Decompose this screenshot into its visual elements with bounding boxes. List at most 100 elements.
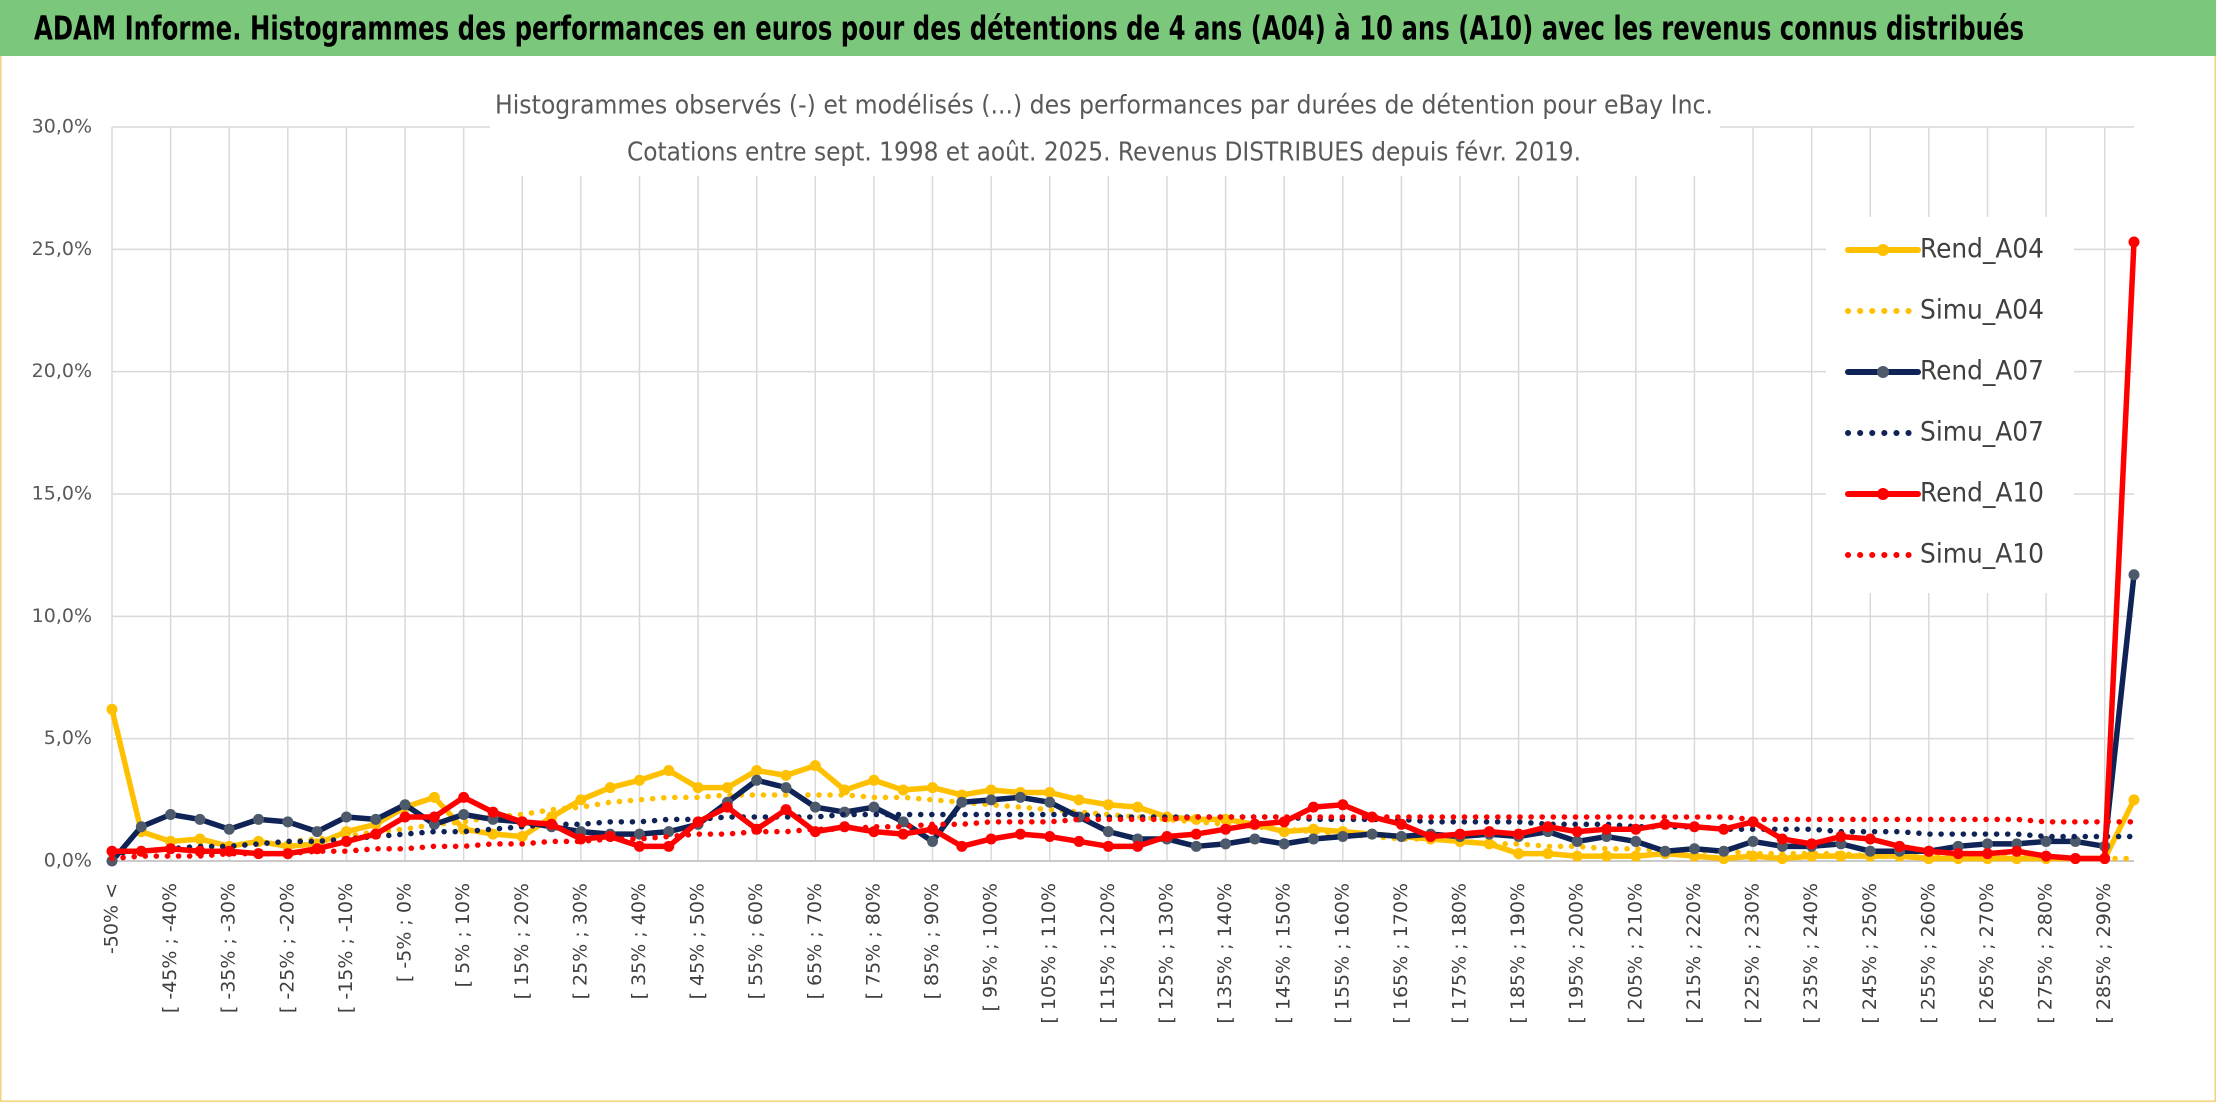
x-tick-label: [ 35% ; 40% bbox=[628, 883, 650, 999]
data-point bbox=[135, 821, 147, 833]
legend-marker bbox=[1877, 244, 1889, 256]
x-tick-label: [ 95% ; 100% bbox=[980, 883, 1002, 1011]
x-tick-label: [ 275% ; 280% bbox=[2035, 883, 2057, 1024]
data-point bbox=[399, 799, 411, 811]
x-tick-label: [ -5% ; 0% bbox=[394, 883, 416, 982]
x-tick-label: [ 285% ; 290% bbox=[2093, 883, 2115, 1024]
data-point bbox=[1718, 845, 1730, 857]
data-point bbox=[370, 828, 382, 840]
data-point bbox=[1249, 818, 1261, 830]
data-point bbox=[1981, 848, 1993, 860]
x-tick-label: [ 195% ; 200% bbox=[1566, 883, 1588, 1024]
data-point bbox=[253, 813, 265, 825]
y-tick-label: 15,0% bbox=[32, 483, 92, 505]
data-point bbox=[751, 774, 763, 786]
data-point bbox=[633, 828, 645, 840]
plot-area bbox=[106, 236, 2140, 867]
legend-label: Simu_A04 bbox=[1920, 295, 2044, 326]
data-point bbox=[897, 784, 909, 796]
data-point bbox=[956, 840, 968, 852]
data-point bbox=[106, 703, 118, 715]
data-point bbox=[780, 782, 792, 794]
data-point bbox=[985, 784, 997, 796]
data-point bbox=[516, 816, 528, 828]
data-point bbox=[165, 843, 177, 855]
data-point bbox=[2128, 236, 2140, 248]
data-point bbox=[868, 801, 880, 813]
data-point bbox=[282, 816, 294, 828]
legend-label: Simu_A10 bbox=[1920, 539, 2044, 570]
data-point bbox=[927, 835, 939, 847]
x-tick-label: [ 55% ; 60% bbox=[745, 883, 767, 999]
data-point bbox=[1483, 826, 1495, 838]
data-point bbox=[751, 764, 763, 776]
data-point bbox=[1952, 848, 1964, 860]
data-point bbox=[1601, 850, 1613, 862]
data-point bbox=[897, 828, 909, 840]
data-point bbox=[897, 816, 909, 828]
data-point bbox=[194, 833, 206, 845]
y-tick-label: 30,0% bbox=[32, 116, 92, 138]
data-point bbox=[1014, 828, 1026, 840]
data-point bbox=[2128, 569, 2140, 581]
data-point bbox=[1337, 831, 1349, 843]
data-point bbox=[956, 796, 968, 808]
x-tick-label: [ -25% ; -20% bbox=[276, 883, 298, 1013]
data-point bbox=[809, 760, 821, 772]
data-point bbox=[487, 828, 499, 840]
data-point bbox=[399, 811, 411, 823]
data-point bbox=[2128, 794, 2140, 806]
x-tick-label: [ 75% ; 80% bbox=[862, 883, 884, 999]
data-point bbox=[663, 840, 675, 852]
data-point bbox=[1307, 833, 1319, 845]
data-point bbox=[1132, 840, 1144, 852]
data-point bbox=[2099, 853, 2111, 865]
data-point bbox=[1366, 828, 1378, 840]
data-point bbox=[516, 831, 528, 843]
data-point bbox=[458, 809, 470, 821]
data-point bbox=[1102, 826, 1114, 838]
data-point bbox=[1307, 801, 1319, 813]
x-tick-label: [ -15% ; -10% bbox=[335, 883, 357, 1013]
data-point bbox=[1864, 845, 1876, 857]
legend-background bbox=[1826, 217, 2074, 593]
data-point bbox=[1630, 835, 1642, 847]
data-point bbox=[809, 801, 821, 813]
x-tick-label: [ 225% ; 230% bbox=[1742, 883, 1764, 1024]
data-point bbox=[1513, 828, 1525, 840]
x-tick-label: [ 15% ; 20% bbox=[511, 883, 533, 999]
data-point bbox=[663, 764, 675, 776]
data-point bbox=[1718, 823, 1730, 835]
data-point bbox=[1395, 831, 1407, 843]
data-point bbox=[340, 835, 352, 847]
x-tick-label: [ 155% ; 160% bbox=[1331, 883, 1353, 1024]
data-point bbox=[780, 769, 792, 781]
data-point bbox=[1102, 840, 1114, 852]
x-tick-label: [ 175% ; 180% bbox=[1449, 883, 1471, 1024]
data-point bbox=[1688, 821, 1700, 833]
data-point bbox=[1835, 831, 1847, 843]
titles: Histogrammes observés (-) et modélisés (… bbox=[490, 86, 1720, 176]
data-point bbox=[1425, 831, 1437, 843]
data-point bbox=[2040, 850, 2052, 862]
y-tick-label: 20,0% bbox=[32, 360, 92, 382]
data-point bbox=[780, 804, 792, 816]
x-tick-label: [ 135% ; 140% bbox=[1214, 883, 1236, 1024]
x-tick-label: [ 145% ; 150% bbox=[1273, 883, 1295, 1024]
data-point bbox=[1659, 845, 1671, 857]
data-point bbox=[721, 801, 733, 813]
data-point bbox=[1630, 823, 1642, 835]
data-point bbox=[692, 782, 704, 794]
x-tick-label: [ 205% ; 210% bbox=[1624, 883, 1646, 1024]
x-tick-label: -50% < bbox=[101, 883, 123, 954]
data-point bbox=[1220, 823, 1232, 835]
x-tick-label: [ 215% ; 220% bbox=[1683, 883, 1705, 1024]
chart-subtitle: Cotations entre sept. 1998 et août. 2025… bbox=[627, 138, 1581, 168]
data-point bbox=[428, 811, 440, 823]
data-point bbox=[135, 845, 147, 857]
data-point bbox=[721, 782, 733, 794]
data-point bbox=[1132, 801, 1144, 813]
x-tick-label: [ 65% ; 70% bbox=[804, 883, 826, 999]
grid: 0,0% 5,0% 10,0% 15,0% 20,0% 25,0% 30,0% -50% < [… bbox=[32, 116, 2134, 1024]
data-point bbox=[1044, 786, 1056, 798]
